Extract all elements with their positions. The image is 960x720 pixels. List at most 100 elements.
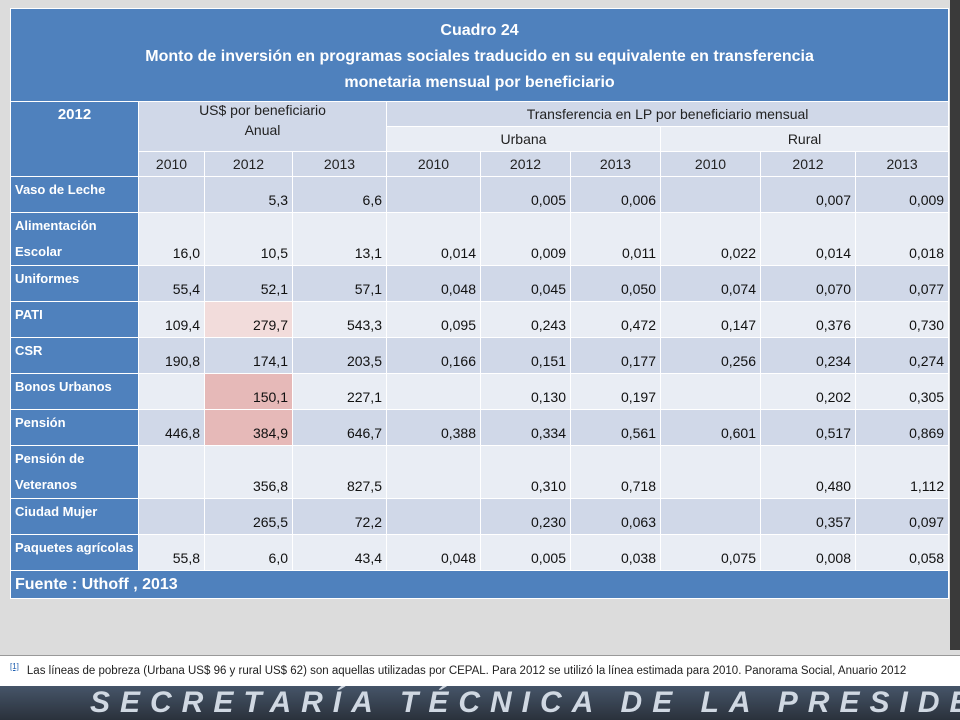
- cell: 0,480: [760, 445, 856, 499]
- area-header: Rural: [659, 126, 950, 152]
- cell: 0,009: [854, 176, 950, 213]
- year-header: 2012: [480, 151, 571, 177]
- row-label: CSR: [10, 337, 139, 374]
- cell: [386, 373, 481, 410]
- title: Cuadro 24 Monto de inversión en programas…: [9, 8, 950, 102]
- year-header: 2013: [854, 151, 950, 177]
- footnote-text: Las líneas de pobreza (Urbana US$ 96 y r…: [26, 664, 907, 677]
- group-subtitle: Anual: [244, 122, 281, 138]
- cell: [138, 373, 205, 410]
- cell: 0,718: [570, 445, 661, 499]
- data-row: Pensión 446,8 384,9 646,7 0,388 0,334 0,561 0,6…: [10, 409, 950, 446]
- year-header: 2010: [386, 151, 481, 177]
- cell: 0,014: [760, 212, 856, 266]
- cell: 0,147: [660, 301, 761, 338]
- year-header: 2012: [204, 151, 293, 177]
- cell: 384,9: [204, 409, 293, 446]
- cell: [660, 176, 761, 213]
- cell: 0,074: [660, 265, 761, 302]
- cell: 0,008: [760, 534, 856, 571]
- data-row: Paquetes agrícolas 55,8 6,0 43,4 0,048 0,005 0…: [10, 534, 950, 571]
- cell: [386, 445, 481, 499]
- source: Fuente : Uthoff , 2013: [9, 570, 950, 599]
- cell: 174,1: [204, 337, 293, 374]
- cell: 0,009: [480, 212, 571, 266]
- footnote: [1] Las líneas de pobreza (Urbana US$ 96 …: [0, 655, 960, 686]
- cell: 0,601: [660, 409, 761, 446]
- cell: 203,5: [292, 337, 387, 374]
- cell: 0,357: [760, 498, 856, 535]
- year-header: 2012: [760, 151, 856, 177]
- year-header: 2010: [138, 151, 205, 177]
- cell: 0,561: [570, 409, 661, 446]
- cell: 356,8: [204, 445, 293, 499]
- cell: 0,006: [570, 176, 661, 213]
- cell: 0,730: [854, 301, 950, 338]
- cell: 646,7: [292, 409, 387, 446]
- cell: 0,310: [480, 445, 571, 499]
- row-label: Vaso de Leche: [10, 176, 139, 213]
- cell: 0,334: [480, 409, 571, 446]
- cell: 0,305: [854, 373, 950, 410]
- cell: 0,230: [480, 498, 571, 535]
- year-header: 2010: [660, 151, 761, 177]
- footnote-marker[interactable]: [1]: [10, 662, 19, 671]
- cell: 0,097: [854, 498, 950, 535]
- row-label: Bonos Urbanos: [10, 373, 139, 410]
- cell: 52,1: [204, 265, 293, 302]
- cell: 150,1: [204, 373, 293, 410]
- cell: 227,1: [292, 373, 387, 410]
- cell: 1,112: [854, 445, 950, 499]
- cell: 5,3: [204, 176, 293, 213]
- group-header: Transferencia en LP por beneficiario men…: [385, 101, 950, 127]
- cell: 446,8: [138, 409, 205, 446]
- cell: 0,063: [570, 498, 661, 535]
- year-header: 2013: [292, 151, 387, 177]
- area-header: Urbana: [386, 126, 661, 152]
- edge: [950, 0, 960, 650]
- source-row: Fuente : Uthoff , 2013: [9, 570, 950, 599]
- cell: 0,038: [570, 534, 661, 571]
- cell: 10,5: [204, 212, 293, 266]
- data-row: Alimentación Escolar 16,0 10,5 13,1 0,014 0,0…: [10, 212, 950, 266]
- cell: 0,130: [480, 373, 571, 410]
- data-row: Ciudad Mujer 265,5 72,2 0,230 0,063 0,357 0,09…: [10, 498, 950, 535]
- header-row: 2010 2012 2013 2010 2012 2013 2010 2012 2013: [11, 151, 950, 177]
- cell: [660, 445, 761, 499]
- cell: 0,005: [480, 534, 571, 571]
- cell: 0,177: [570, 337, 661, 374]
- cell: 0,472: [570, 301, 661, 338]
- cell: 0,869: [854, 409, 950, 446]
- cell: 190,8: [138, 337, 205, 374]
- cell: 57,1: [292, 265, 387, 302]
- cell: 0,197: [570, 373, 661, 410]
- banner: SECRETARÍA TÉCNICA DE LA PRESIDENCIA: [0, 686, 960, 720]
- cell: 0,058: [854, 534, 950, 571]
- group-header: US$ por beneficiario Anual: [138, 101, 387, 152]
- data-row: CSR 190,8 174,1 203,5 0,166 0,151 0,177 0,256 0,…: [10, 337, 950, 374]
- table: Cuadro 24 Monto de inversión en programas…: [9, 8, 950, 599]
- year-header: 2013: [570, 151, 661, 177]
- cell: 43,4: [292, 534, 387, 571]
- cell: 0,050: [570, 265, 661, 302]
- cell: [386, 176, 481, 213]
- row-label: Ciudad Mujer: [10, 498, 139, 535]
- cell: 0,048: [386, 534, 481, 571]
- cell: 0,022: [660, 212, 761, 266]
- cell: [660, 373, 761, 410]
- cell: 55,8: [138, 534, 205, 571]
- cell: 0,274: [854, 337, 950, 374]
- title-line: Cuadro 24: [440, 22, 519, 39]
- data-row: Uniformes 55,4 52,1 57,1 0,048 0,045 0,050 0,07…: [10, 265, 950, 302]
- row-label: Pensión: [10, 409, 139, 446]
- cell: 0,388: [386, 409, 481, 446]
- header-row: Urbana Rural: [11, 126, 950, 152]
- cell: 0,048: [386, 265, 481, 302]
- cell: 0,256: [660, 337, 761, 374]
- row-label: Alimentación Escolar: [10, 212, 139, 266]
- cell: [660, 498, 761, 535]
- row-label: Uniformes: [10, 265, 139, 302]
- cell: 265,5: [204, 498, 293, 535]
- header-row: 2012 US$ por beneficiario Anual Transferenc…: [10, 101, 950, 177]
